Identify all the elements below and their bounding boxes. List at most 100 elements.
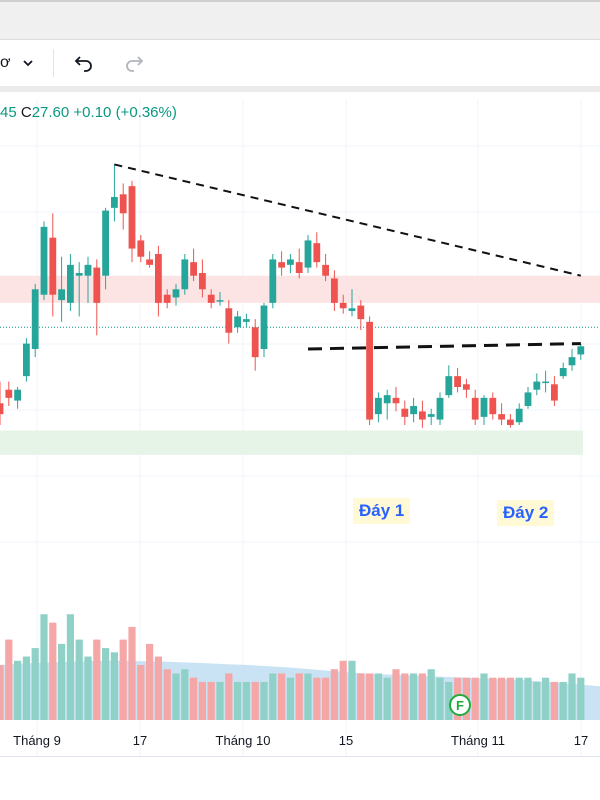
volume-bar	[40, 614, 48, 720]
descending-trendline	[114, 163, 582, 277]
support-zone	[0, 430, 583, 455]
candle-body	[489, 397, 497, 415]
volume-bar	[207, 681, 215, 720]
volume-bar	[66, 614, 74, 720]
volume-bar	[102, 648, 110, 720]
candle-body	[137, 240, 145, 257]
window-titlebar	[0, 0, 600, 40]
candle-body	[207, 294, 215, 303]
candle-body	[304, 240, 312, 268]
candle-body	[287, 259, 294, 265]
candle-body	[155, 254, 162, 303]
candle-body	[383, 395, 391, 404]
xaxis-tick: 17	[573, 733, 589, 748]
change-percent: (+0.36%)	[115, 104, 177, 121]
candle-body	[190, 262, 197, 276]
candle-body	[559, 368, 567, 377]
candle-body	[357, 305, 365, 320]
candle-body	[480, 397, 488, 417]
candle-body	[163, 294, 171, 303]
volume-bar	[489, 677, 497, 720]
undo-icon	[74, 56, 92, 72]
candle-body	[313, 243, 321, 263]
volume-bar	[49, 622, 57, 720]
chevron-down-icon	[22, 60, 33, 67]
volume-bar	[269, 673, 277, 720]
close-label: C	[20, 104, 32, 121]
candle-body	[181, 259, 189, 290]
callout-bottom-1: Đáy 1	[353, 498, 411, 524]
candle-body	[251, 327, 259, 358]
candle-body	[93, 267, 101, 303]
volume-bar	[471, 677, 479, 720]
candle-body	[551, 384, 558, 401]
candle-body	[119, 194, 127, 214]
candle-body	[410, 406, 417, 415]
candle-body	[348, 308, 356, 311]
candle-body	[419, 411, 426, 420]
candle-body	[507, 419, 514, 425]
volume-bar	[330, 669, 338, 720]
volume-bar	[577, 677, 585, 720]
candle-body	[0, 403, 4, 415]
volume-bar	[498, 677, 506, 720]
event-marker-circle	[449, 694, 471, 716]
volume-bar	[190, 677, 198, 720]
volume-bar	[418, 673, 426, 720]
candle-body	[515, 408, 523, 423]
volume-bar	[542, 677, 550, 720]
volume-bar	[357, 673, 365, 720]
candle-body	[295, 262, 303, 273]
volume-bar	[14, 660, 22, 720]
candle-body	[445, 376, 453, 396]
price-chart[interactable]: F	[0, 100, 600, 756]
volume-bar	[251, 681, 259, 720]
volume-bar	[216, 681, 224, 720]
candle-body	[234, 316, 241, 328]
volume-bar	[524, 677, 532, 720]
volume-bar	[225, 673, 233, 720]
toolbar-divider	[52, 49, 54, 77]
candle-body	[14, 389, 21, 401]
volume-bar	[181, 669, 189, 720]
candle-body	[75, 273, 83, 276]
undo-button[interactable]	[68, 47, 100, 79]
candle-body	[269, 259, 277, 303]
xaxis-tick: Tháng 10	[215, 733, 271, 748]
volume-bar	[295, 673, 303, 720]
redo-button[interactable]	[118, 47, 150, 79]
xaxis-tick: Tháng 11	[451, 733, 505, 748]
volume-bar	[286, 677, 294, 720]
chart-toolbar: ơ	[0, 40, 600, 92]
candle-body	[146, 259, 153, 265]
candle-body	[111, 197, 118, 208]
volume-bar	[436, 677, 444, 720]
volume-bar	[198, 681, 206, 720]
candle-body	[84, 264, 92, 276]
candle-body	[199, 273, 206, 290]
volume-bar	[22, 656, 30, 720]
candle-body	[392, 397, 400, 404]
volume-bar	[348, 660, 356, 720]
candle-body	[427, 414, 435, 417]
volume-bar	[154, 656, 162, 720]
candle-body	[498, 414, 505, 420]
volume-bar	[119, 639, 127, 720]
candle-body	[67, 264, 74, 303]
candle-body	[102, 210, 109, 276]
candle-body	[366, 321, 373, 420]
candle-body	[225, 308, 233, 333]
volume-bar	[146, 643, 154, 720]
volume-bar	[137, 665, 145, 720]
legend-prefix-value: 45	[0, 104, 17, 121]
volume-bar	[278, 673, 286, 720]
candle-body	[58, 289, 65, 301]
candle-body	[5, 389, 13, 398]
chart-style-dropdown[interactable]: ơ	[0, 54, 37, 72]
volume-bar	[304, 673, 312, 720]
volume-bar	[559, 681, 567, 720]
volume-bar	[31, 648, 39, 720]
ohlc-legend: 45 C27.60 +0.10 (+0.36%)	[0, 104, 177, 121]
volume-bar	[242, 681, 250, 720]
volume-bar	[374, 673, 382, 720]
